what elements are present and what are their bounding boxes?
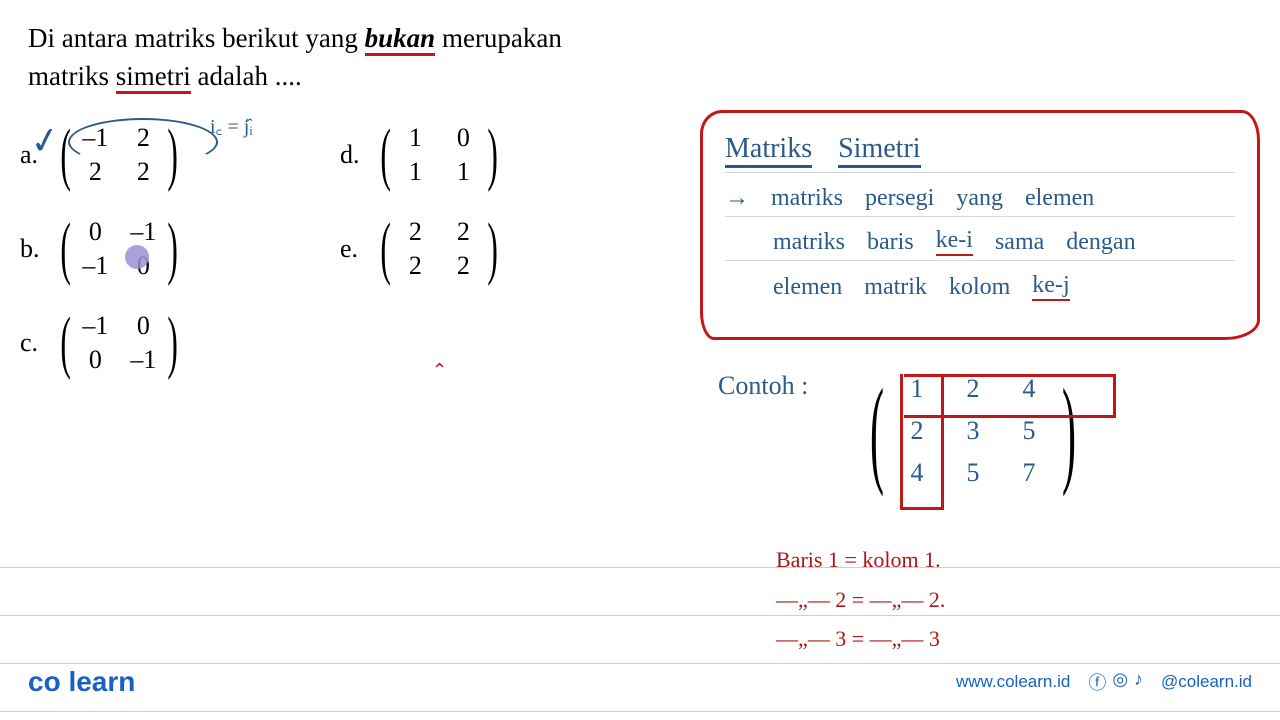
options-col2: d. ( 1 0 1 1 ) e. ( 2 2 2 2 ) [340, 120, 497, 308]
q-line2-p1: matriks [28, 61, 116, 91]
ex-cell: 7 [1001, 458, 1057, 488]
note-word: elemen [773, 274, 842, 301]
matrix-cell: 1 [443, 157, 483, 187]
question-text: Di antara matriks berikut yang bukan mer… [28, 20, 562, 96]
option-c-label: c. [20, 328, 48, 358]
note-word: matriks [773, 229, 845, 256]
matrix-cell: 2 [395, 251, 435, 281]
paren-left-icon: ( [60, 214, 70, 284]
q-line1-p2: merupakan [442, 23, 562, 53]
paren-right-icon: ) [168, 214, 178, 284]
baris-line-3: —„— 3 = —„— 3 [776, 619, 945, 659]
matrix-cell: 1 [395, 157, 435, 187]
ruled-background [0, 370, 1280, 712]
baris-line-2: —„— 2 = —„— 2. [776, 580, 945, 620]
arrow-icon: → [725, 185, 749, 212]
matrix-cell: –1 [75, 311, 115, 341]
footer-handle: @colearn.id [1161, 672, 1252, 692]
circle-annotation-a [68, 118, 218, 166]
option-d: d. ( 1 0 1 1 ) [340, 120, 497, 190]
red-highlight-col [900, 374, 944, 510]
ex-cell: 5 [945, 458, 1001, 488]
instagram-icon: ◎ [1112, 669, 1128, 695]
paren-left-icon: ( [60, 308, 70, 378]
q-bukan: bukan [365, 23, 436, 56]
notes-box: Matriks Simetri → matriks persegi yang e… [700, 110, 1260, 340]
note-word: baris [867, 229, 914, 256]
note-word: sama [995, 229, 1044, 256]
social-icons: ⓕ ◎ ♪ [1088, 669, 1143, 695]
option-d-label: d. [340, 140, 368, 170]
note-word: dengan [1066, 229, 1135, 256]
matrix-cell: 1 [395, 123, 435, 153]
paren-right-icon: ) [168, 308, 178, 378]
matrix-cell: –1 [123, 217, 163, 247]
matrix-cell: 0 [123, 311, 163, 341]
facebook-icon: ⓕ [1088, 669, 1106, 695]
note-word: elemen [1025, 185, 1094, 212]
logo: co learn [28, 666, 135, 698]
paren-right-icon: ) [488, 214, 498, 284]
option-b-label: b. [20, 234, 48, 264]
ij-annotation: i꜀ = j᷈ᵢ [210, 112, 253, 139]
footer-url: www.colearn.id [956, 672, 1070, 692]
ex-cell: 3 [945, 416, 1001, 446]
notes-title1: Matriks [725, 133, 812, 168]
note-word: yang [956, 185, 1003, 212]
note-word: persegi [865, 185, 934, 212]
note-word: matriks [771, 185, 843, 212]
q-line1-p1: Di antara matriks berikut yang [28, 23, 365, 53]
paren-left-icon: ( [380, 214, 390, 284]
q-line2-p2: adalah .... [198, 61, 302, 91]
ex-cell: 5 [1001, 416, 1057, 446]
option-e: e. ( 2 2 2 2 ) [340, 214, 497, 284]
matrix-cell: 0 [75, 217, 115, 247]
option-c: c. ( –1 0 0 –1 ) [20, 308, 177, 378]
matrix-cell: 2 [395, 217, 435, 247]
note-word: matrik [864, 274, 927, 301]
option-e-label: e. [340, 234, 368, 264]
matrix-cell: –1 [75, 251, 115, 281]
notes-title2: Simetri [838, 133, 920, 168]
footer: co learn www.colearn.id ⓕ ◎ ♪ @colearn.i… [28, 666, 1252, 698]
paren-left-icon: ( [870, 371, 884, 491]
paren-left-icon: ( [380, 120, 390, 190]
note-word: kolom [949, 274, 1010, 301]
q-simetri: simetri [116, 61, 191, 94]
matrix-cell: 2 [443, 217, 483, 247]
baris-equals-kolom: Baris 1 = kolom 1. —„— 2 = —„— 2. —„— 3 … [776, 540, 945, 659]
tiktok-icon: ♪ [1134, 669, 1143, 695]
note-word: ke-i [936, 227, 973, 256]
paren-right-icon: ) [488, 120, 498, 190]
matrix-cell: 2 [443, 251, 483, 281]
example-label: Contoh : [718, 371, 808, 401]
matrix-cell: 0 [443, 123, 483, 153]
baris-line-1: Baris 1 = kolom 1. [776, 540, 945, 580]
option-b: b. ( 0 –1 –1 0 ) [20, 214, 177, 284]
cursor-dot-icon [125, 245, 149, 269]
note-word: ke-j [1032, 272, 1069, 301]
